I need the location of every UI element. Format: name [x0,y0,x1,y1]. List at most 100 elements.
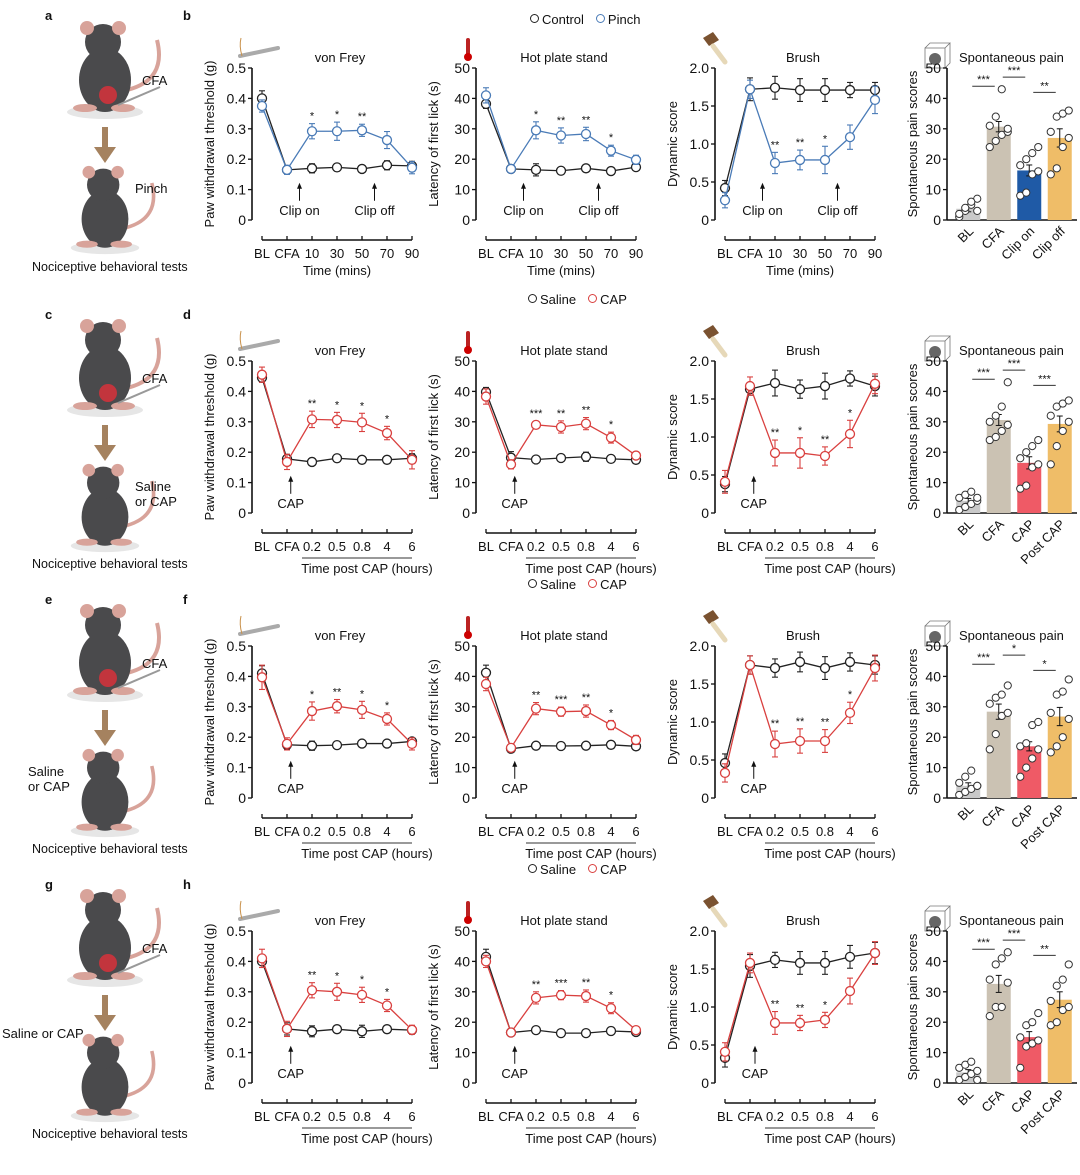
mouse-treatment-icon [70,463,156,553]
y-axis-label: Paw withdrawal threshold (g) [202,924,217,1091]
mouse-illustration: CFA Saline or CAP [67,319,177,553]
significance-marker: * [1042,658,1047,670]
significance-marker: * [360,974,365,986]
marker-cap [869,662,881,674]
data-point [844,370,856,387]
chart-h-vonfrey: von Frey 0 0.1 0.2 0.3 0.4 0.5 Paw withdrawal t… [202,900,433,1146]
data-point [281,1020,293,1038]
mouse-foot-icon [110,538,132,546]
y-tick-label: 50 [454,353,470,369]
significance-marker: * [823,999,828,1011]
marker-cap [555,706,567,717]
individual-data-point [997,690,1006,699]
marker-saline [306,456,318,468]
x-tick-label: 0.2 [766,1109,784,1124]
y-tick-label: 0.1 [227,1045,247,1061]
x-tick-label: BL [717,1109,733,1124]
chart-title: Brush [786,913,820,928]
significance-marker: ** [557,408,566,420]
mouse-ear-icon [112,604,126,618]
y-tick-label: 0.3 [227,414,247,430]
data-point [769,75,781,100]
legend-marker-icon [528,294,537,303]
marker-pinch [306,126,318,137]
x-tick-label: 90 [629,246,643,261]
marker-pinch [719,195,731,206]
marker-cap [719,476,731,487]
data-point [580,1027,592,1039]
chart-b-spont: Spontaneous pain 0 10 20 30 40 50 Spontaneous p… [905,42,1077,263]
significance-marker: * [1012,643,1017,655]
x-axis-label: Time post CAP (hours) [301,1131,433,1146]
individual-data-point [961,772,970,781]
individual-data-point [1034,1008,1043,1018]
bar-clip-on [1016,142,1043,220]
mouse-ear-icon [112,21,126,35]
data-point [580,451,592,462]
y-tick-label: 0.1 [227,760,247,776]
annotation-label: CAP [740,781,767,796]
marker-saline [605,739,617,750]
individual-data-point [1046,170,1055,179]
y-tick-label: 0.5 [227,923,247,939]
marker-pinch [356,125,368,136]
marker-saline [769,377,781,389]
significance-marker: ** [582,977,591,989]
legend-item-saline: Saline [528,862,576,877]
data-point [605,165,617,177]
y-tick-label: 0 [933,1075,941,1091]
y-tick-label: 0.4 [227,383,247,399]
x-tick-label: 0.5 [552,824,570,839]
y-axis-label: Dynamic score [665,394,680,480]
data-point [580,163,592,174]
individual-data-point [1016,772,1025,781]
chart-title: von Frey [315,343,366,358]
individual-data-point [1028,442,1037,451]
individual-data-point [1046,127,1055,136]
y-tick-label: 20 [925,1014,941,1030]
mouse-body-icon [79,346,131,410]
chart-h-spont: Spontaneous pain 0 10 20 30 40 50 Spontaneous p… [905,905,1077,1137]
bar-bl [955,1057,982,1085]
legend: Saline CAP [528,292,639,307]
mouse-ear-icon [111,1033,124,1047]
legend-item-saline: Saline [528,292,576,307]
data-point [630,1024,642,1036]
marker-saline [331,739,343,751]
data-point [769,369,781,397]
chart-title: Brush [786,343,820,358]
x-axis-label: Time post CAP (hours) [525,846,657,861]
data-point [555,420,567,434]
individual-data-point [1064,396,1073,405]
data-point [306,982,318,999]
marker-cap [794,447,806,459]
data-point [769,1011,781,1035]
data-point [480,954,492,969]
syringe-icon [117,384,161,404]
marker-cap [406,738,418,750]
data-point [844,124,856,150]
data-point [580,416,592,431]
marker-pinch [630,154,642,165]
data-point [819,1011,831,1029]
inflamed-paw-icon [99,954,117,972]
individual-data-point [1003,978,1012,987]
marker-cap [256,672,268,683]
individual-data-point [1016,1063,1025,1072]
marker-control [381,160,393,171]
marker-control [530,164,542,175]
y-tick-label: 40 [925,953,941,969]
panel-label-g: g [45,877,53,892]
y-tick-label: 0 [701,790,709,806]
marker-cap [844,428,856,440]
marker-saline [555,452,567,464]
mouse-foot-icon [76,538,98,546]
bar [1017,746,1042,798]
marker-pinch [505,163,517,175]
data-point [505,163,517,175]
marker-cap [769,738,781,750]
data-point [381,130,393,150]
individual-data-point [1034,717,1043,727]
y-tick-label: 0.4 [227,90,247,106]
x-tick-label: CFA [737,824,763,839]
